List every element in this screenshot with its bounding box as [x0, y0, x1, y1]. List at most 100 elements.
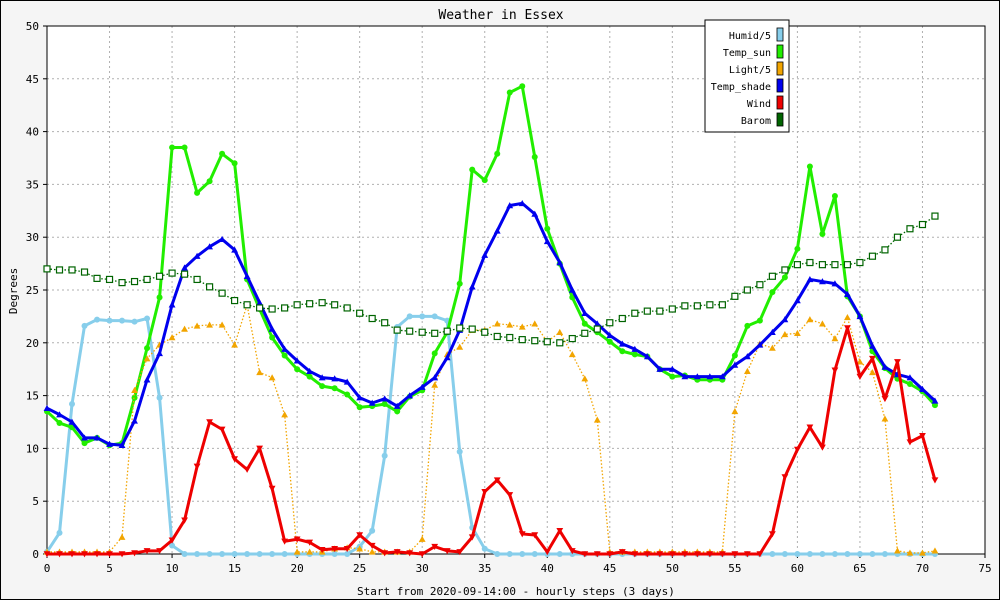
data-point-temp-shade: [618, 340, 626, 347]
data-point-humid-5: [206, 551, 213, 557]
data-point-humid-5: [281, 551, 288, 557]
x-tick-label: 20: [291, 562, 304, 575]
x-tick-label: 5: [106, 562, 113, 575]
data-point-light-5: [781, 330, 789, 338]
data-point-temp-sun: [806, 163, 813, 170]
data-point-temp-shade: [493, 227, 501, 234]
data-point-wind: [581, 551, 589, 558]
data-point-wind: [56, 551, 63, 558]
data-point-barom: [456, 324, 464, 332]
data-point-wind: [831, 367, 839, 374]
data-point-barom: [718, 301, 726, 309]
data-point-wind: [869, 355, 876, 363]
data-point-light-5: [131, 386, 138, 394]
data-point-barom: [80, 268, 89, 276]
data-point-humid-5: [831, 551, 838, 557]
data-point-temp-shade: [81, 434, 88, 441]
data-point-light-5: [293, 548, 301, 555]
legend-swatch: [776, 27, 784, 42]
data-point-temp-shade: [831, 280, 839, 287]
data-point-temp-shade: [281, 345, 289, 352]
data-point-barom: [481, 328, 489, 336]
data-point-temp-shade: [343, 378, 351, 385]
data-point-wind: [668, 551, 676, 558]
data-point-temp-sun: [781, 274, 788, 281]
data-point-wind: [768, 531, 776, 538]
data-point-barom: [756, 281, 764, 289]
data-point-wind: [844, 325, 851, 332]
data-point-temp-shade: [531, 210, 539, 217]
data-point-temp-shade: [906, 374, 914, 381]
data-point-light-5: [506, 321, 514, 328]
series-barom: [43, 212, 939, 347]
data-point-barom: [781, 266, 789, 274]
legend: Humid/5 Temp_sun Light/5 Temp_shade Wind Baro…: [704, 19, 790, 133]
data-point-humid-5: [219, 551, 226, 557]
data-point-temp-sun: [144, 345, 151, 352]
data-point-temp-shade: [356, 394, 364, 401]
y-tick-label: 40: [26, 126, 39, 139]
data-point-barom: [168, 269, 176, 277]
data-point-wind: [693, 551, 701, 558]
data-point-wind: [356, 532, 364, 539]
legend-label: Temp_shade: [711, 82, 771, 93]
data-point-temp-shade: [193, 252, 201, 259]
data-point-light-5: [919, 549, 926, 556]
data-point-temp-shade: [718, 373, 726, 380]
data-point-barom: [656, 307, 664, 315]
data-point-barom: [93, 274, 101, 282]
data-point-temp-shade: [881, 363, 889, 370]
y-tick-label: 30: [26, 231, 39, 244]
data-point-barom: [293, 301, 301, 309]
data-point-light-5: [881, 415, 889, 422]
data-point-light-5: [931, 547, 939, 554]
data-point-temp-shade: [693, 373, 701, 380]
data-point-humid-5: [131, 318, 138, 325]
x-tick-label: 65: [853, 562, 866, 575]
data-point-barom: [906, 225, 914, 233]
data-point-light-5: [118, 533, 126, 540]
legend-label: Humid/5: [729, 31, 771, 42]
data-point-temp-shade: [318, 374, 326, 381]
data-point-temp-sun: [294, 366, 301, 373]
data-point-humid-5: [244, 551, 251, 557]
data-point-barom: [543, 338, 551, 346]
data-point-barom: [518, 336, 526, 344]
data-point-light-5: [306, 548, 314, 555]
data-point-temp-sun: [531, 153, 538, 160]
data-point-temp-shade: [368, 399, 376, 406]
data-point-wind: [819, 444, 826, 451]
data-point-barom: [693, 302, 701, 310]
data-point-humid-5: [94, 316, 101, 323]
y-tick-label: 5: [32, 495, 39, 508]
data-point-wind: [431, 543, 439, 551]
data-point-temp-shade: [256, 299, 264, 306]
y-tick-label: 45: [26, 73, 39, 86]
data-point-barom: [268, 305, 276, 313]
data-point-humid-5: [106, 317, 113, 324]
x-tick-label: 40: [541, 562, 554, 575]
data-point-wind: [931, 477, 939, 484]
data-point-temp-sun: [581, 320, 588, 327]
y-tick-label: 0: [32, 548, 39, 561]
data-point-temp-shade: [168, 301, 176, 308]
data-point-temp-sun: [906, 380, 913, 387]
data-point-light-5: [731, 408, 739, 415]
legend-box: [704, 19, 790, 133]
data-point-humid-5: [119, 317, 126, 324]
data-point-light-5: [518, 323, 526, 330]
data-point-humid-5: [156, 394, 163, 401]
data-point-temp-shade: [844, 290, 851, 297]
data-point-humid-5: [81, 322, 88, 329]
data-point-temp-shade: [668, 365, 676, 372]
data-point-light-5: [456, 343, 464, 350]
data-point-wind: [443, 548, 451, 555]
data-point-wind: [331, 546, 339, 553]
data-point-light-5: [819, 320, 826, 327]
data-point-temp-shade: [393, 402, 401, 409]
data-point-light-5: [368, 548, 376, 555]
data-point-humid-5: [269, 551, 276, 557]
data-point-humid-5: [819, 551, 826, 557]
data-point-temp-shade: [606, 332, 614, 339]
grid: [47, 26, 985, 554]
